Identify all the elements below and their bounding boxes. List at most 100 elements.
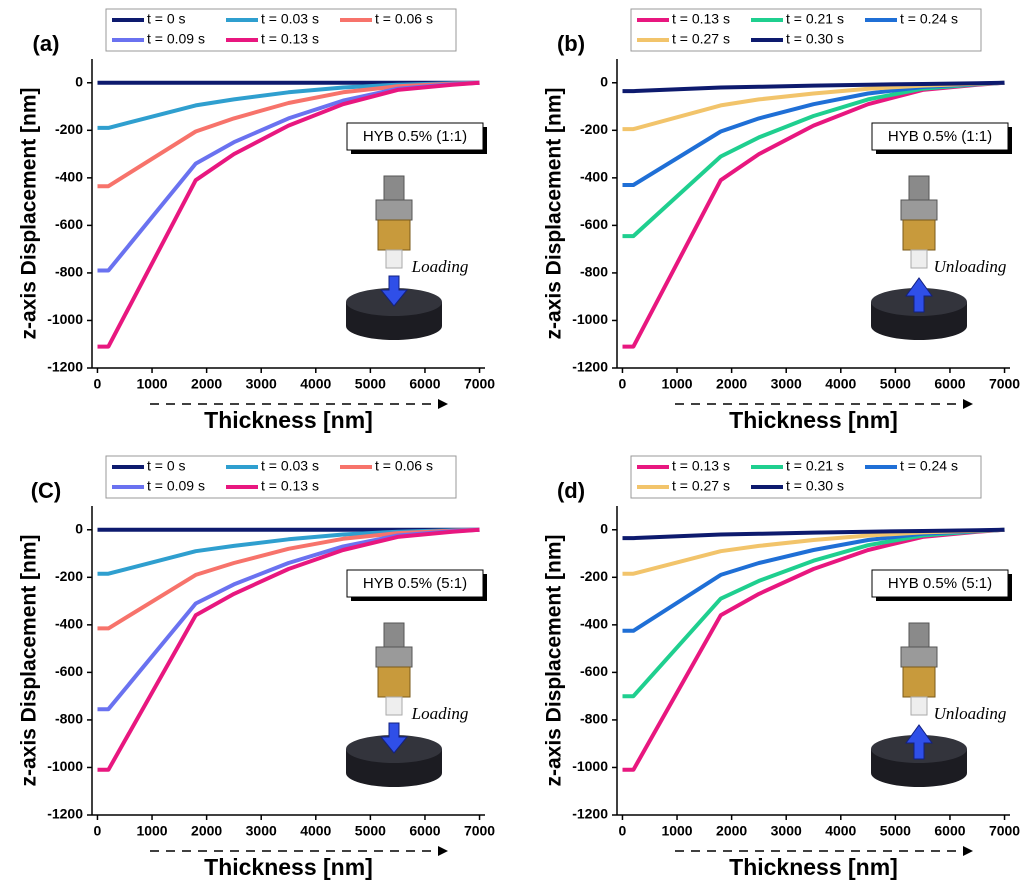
panel-label: (b) <box>557 31 585 56</box>
legend-label: t = 0.06 s <box>375 11 433 27</box>
x-tick-label: 6000 <box>934 376 965 392</box>
arrow-head <box>438 399 448 409</box>
y-axis-label: z-axis Displacement [nm] <box>18 87 41 339</box>
x-tick-label: 4000 <box>300 823 331 839</box>
x-tick-label: 7000 <box>989 823 1020 839</box>
data-line <box>622 527 1005 541</box>
annotation-box <box>871 569 1009 598</box>
y-tick-label: 0 <box>600 520 608 536</box>
x-tick-label: 7000 <box>464 376 495 392</box>
bolt <box>383 622 405 650</box>
x-tick-label: 2000 <box>716 376 747 392</box>
legend-label: t = 0.30 s <box>786 31 844 47</box>
nut <box>900 199 938 221</box>
panel: 0 -200 -400 -600 -800 -1000 -1200 0 1000 2000 3000… <box>543 8 1020 433</box>
direction-arrow <box>379 722 409 754</box>
annotation-box <box>871 122 1009 151</box>
annotation-box <box>346 569 484 598</box>
x-tick-label: 7000 <box>989 376 1020 392</box>
x-tick-label: 1000 <box>661 823 692 839</box>
panel: 0 -200 -400 -600 -800 -1000 -1200 0 1000 2000 3000… <box>18 8 495 433</box>
arrow-head <box>963 846 973 856</box>
legend-label: t = 0.09 s <box>147 31 205 47</box>
y-tick-label: -1000 <box>47 311 83 327</box>
x-axis-label: Thickness [nm] <box>204 407 373 433</box>
y-tick-label: -600 <box>580 216 608 232</box>
x-tick-label: 3000 <box>246 823 277 839</box>
brass <box>377 666 411 698</box>
y-tick-label: -200 <box>55 568 83 584</box>
legend-label: t = 0.30 s <box>786 478 844 494</box>
y-axis-label: z-axis Displacement [nm] <box>543 534 566 786</box>
x-tick-label: 4000 <box>825 376 856 392</box>
legend-label: t = 0 s <box>147 458 186 474</box>
panel-label: (d) <box>557 478 585 503</box>
annotation: HYB 0.5% (1:1) <box>888 128 992 145</box>
x-axis-label: Thickness [nm] <box>729 854 898 880</box>
x-tick-label: 5000 <box>880 376 911 392</box>
mode-label: Unloading <box>934 704 1007 723</box>
direction-arrow <box>905 724 933 760</box>
y-tick-label: -200 <box>580 121 608 137</box>
tip <box>910 249 928 269</box>
tip <box>385 696 403 716</box>
brass <box>902 666 936 698</box>
x-axis-label: Thickness [nm] <box>204 854 373 880</box>
y-tick-label: -800 <box>55 711 83 727</box>
legend-label: t = 0.13 s <box>261 478 319 494</box>
y-tick-label: -800 <box>580 264 608 280</box>
legend-label: t = 0 s <box>147 11 186 27</box>
legend-label: t = 0.13 s <box>672 11 730 27</box>
legend-label: t = 0.24 s <box>900 11 958 27</box>
x-tick-label: 4000 <box>300 376 331 392</box>
panel: 0 -200 -400 -600 -800 -1000 -1200 0 1000 2000 3000… <box>543 455 1020 880</box>
y-tick-label: -800 <box>55 264 83 280</box>
direction-arrow <box>905 277 933 313</box>
y-tick-label: -600 <box>55 663 83 679</box>
y-tick-label: -1000 <box>47 758 83 774</box>
annotation-box <box>346 122 484 151</box>
y-tick-label: 0 <box>600 73 608 89</box>
data-line <box>622 527 1005 772</box>
x-tick-label: 0 <box>619 823 627 839</box>
tip <box>910 696 928 716</box>
tip <box>385 249 403 269</box>
x-tick-label: 3000 <box>771 376 802 392</box>
legend-label: t = 0.09 s <box>147 478 205 494</box>
panel: 0 -200 -400 -600 -800 -1000 -1200 0 1000 2000 3000… <box>18 455 495 880</box>
y-tick-label: -1000 <box>572 758 608 774</box>
x-tick-label: 5000 <box>355 376 386 392</box>
y-tick-label: -400 <box>55 616 83 632</box>
nut <box>900 646 938 668</box>
x-tick-label: 4000 <box>825 823 856 839</box>
y-tick-label: 0 <box>75 520 83 536</box>
legend-label: t = 0.27 s <box>672 478 730 494</box>
x-tick-label: 1000 <box>136 823 167 839</box>
legend-label: t = 0.21 s <box>786 11 844 27</box>
direction-arrow <box>379 275 409 307</box>
data-line <box>97 80 480 273</box>
legend-box <box>105 455 457 499</box>
legend-box <box>105 8 457 52</box>
x-tick-label: 0 <box>94 376 102 392</box>
y-tick-label: 0 <box>75 73 83 89</box>
nut <box>375 646 413 668</box>
y-tick-label: -600 <box>55 216 83 232</box>
nut <box>375 199 413 221</box>
y-tick-label: -1200 <box>47 806 83 822</box>
bolt <box>908 622 930 650</box>
mode-label: Loading <box>411 704 469 723</box>
x-tick-label: 5000 <box>355 823 386 839</box>
arrow-head <box>963 399 973 409</box>
annotation: HYB 0.5% (5:1) <box>363 575 467 592</box>
data-line <box>622 527 1005 699</box>
x-tick-label: 2000 <box>716 823 747 839</box>
annotation: HYB 0.5% (5:1) <box>888 575 992 592</box>
x-tick-label: 6000 <box>409 823 440 839</box>
y-axis-label: z-axis Displacement [nm] <box>18 534 41 786</box>
legend-label: t = 0.06 s <box>375 458 433 474</box>
x-axis-label: Thickness [nm] <box>729 407 898 433</box>
bolt <box>908 175 930 203</box>
x-tick-label: 5000 <box>880 823 911 839</box>
